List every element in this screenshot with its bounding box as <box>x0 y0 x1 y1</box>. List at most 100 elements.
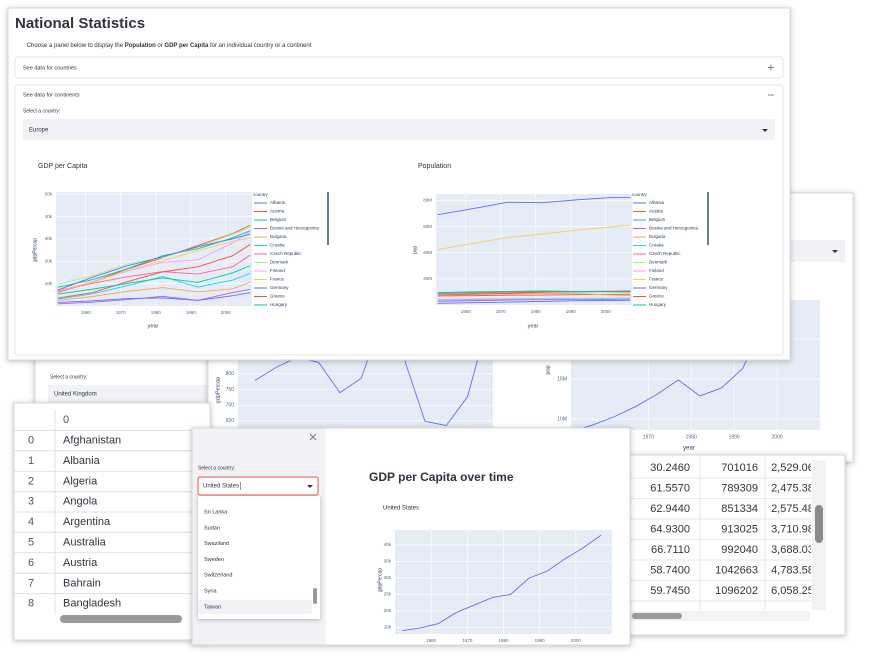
cell: 1042663 <box>715 564 758 576</box>
select-value[interactable]: United States <box>203 484 239 490</box>
y-tick-label: 700 <box>226 403 235 409</box>
expander-label[interactable]: See data for countries <box>23 65 77 71</box>
option[interactable]: Taiwan <box>204 604 221 610</box>
legend-label[interactable]: Denmark <box>270 260 289 265</box>
legend-label[interactable]: Belgium <box>270 217 287 222</box>
subtitle-text: Choose a panel below to display the <box>27 43 125 49</box>
row-index: 7 <box>28 577 34 589</box>
x-tick-label: 1980 <box>686 434 697 440</box>
legend-label[interactable]: Czech Republic <box>270 251 302 256</box>
data-line <box>437 297 631 301</box>
legend-label[interactable]: Finland <box>649 268 664 273</box>
chart-title: GDP per Capita <box>38 163 87 170</box>
select-label: Select a country: <box>198 465 235 471</box>
subtitle-text: or <box>156 43 165 49</box>
scrollbar[interactable] <box>632 613 682 619</box>
y-tick-label: 50k <box>45 191 53 196</box>
legend-label[interactable]: Croatia <box>649 243 664 248</box>
dropdown-arrow[interactable] <box>832 250 838 253</box>
scrollbar[interactable] <box>815 505 823 543</box>
option[interactable]: Sweden <box>204 557 224 563</box>
expander[interactable] <box>14 56 784 79</box>
legend-label[interactable]: Czech Republic <box>649 251 681 256</box>
legend-label[interactable]: Greece <box>270 294 285 299</box>
option[interactable]: Swaziland <box>204 541 229 547</box>
cell: 6,058.253 <box>771 585 820 597</box>
y-axis-label: gdpPercap <box>215 377 221 404</box>
data-line <box>437 224 631 250</box>
data-line <box>57 226 251 285</box>
cell: 66.7110 <box>651 544 690 556</box>
expander-label[interactable]: See data for continents <box>23 92 80 98</box>
data-line <box>437 298 631 301</box>
data-line <box>57 265 251 295</box>
y-tick-label: 750 <box>226 387 235 393</box>
select-value[interactable]: Europe <box>29 128 49 134</box>
legend-label[interactable]: Bosnia and Herzegovina <box>270 226 320 231</box>
legend-label[interactable]: Denmark <box>649 260 668 265</box>
legend-label[interactable]: Austria <box>649 209 664 214</box>
y-tick-label: 60M <box>423 224 432 229</box>
select-box[interactable] <box>197 476 319 496</box>
chart: 20M 40M 60M 80M 1960 1970 1980 1990 2000 pop year c… <box>412 192 698 329</box>
legend-scrollbar[interactable] <box>707 192 709 245</box>
close-button[interactable] <box>309 433 317 441</box>
legend-label[interactable]: Austria <box>270 209 285 214</box>
chart-title: Population <box>418 163 451 170</box>
legend-label[interactable]: Hungary <box>649 302 667 307</box>
legend-label[interactable]: Albania <box>649 200 665 205</box>
table-window: 0 0 Afghanistan 1 Albania 2 Algeria 3 Angola 4 Arg… <box>13 402 211 641</box>
row-index: 1 <box>28 455 34 467</box>
legend-label[interactable]: Germany <box>270 285 289 290</box>
legend-label[interactable]: Bosnia and Herzegovina <box>649 226 699 231</box>
row-index: 2 <box>28 475 34 487</box>
expand-icon[interactable] <box>768 64 774 71</box>
dropdown-arrow[interactable] <box>762 129 768 132</box>
scrollbar[interactable] <box>60 615 182 623</box>
legend-label[interactable]: Bulgaria <box>649 234 666 239</box>
option[interactable]: Sri Lanka <box>204 509 228 515</box>
x-tick-label: 1990 <box>535 638 546 643</box>
legend-label[interactable]: France <box>649 277 664 282</box>
select-value[interactable]: United Kingdom <box>54 392 97 398</box>
select-box[interactable] <box>48 385 208 402</box>
x-tick-label: 1970 <box>462 638 473 643</box>
legend-label[interactable]: Albania <box>270 200 286 205</box>
y-tick-label: 35k <box>384 559 392 564</box>
legend-label[interactable]: Hungary <box>270 302 288 307</box>
x-tick-label: 1980 <box>531 309 542 314</box>
y-axis-label: pop <box>412 246 418 255</box>
legend-label[interactable]: Bulgaria <box>270 234 287 239</box>
option[interactable]: Switzerland <box>204 573 232 579</box>
y-tick-label: 40k <box>384 542 392 547</box>
cell: Australia <box>63 537 107 549</box>
data-line <box>57 233 251 291</box>
option[interactable]: Syria <box>204 588 217 594</box>
dropdown-arrow[interactable] <box>307 485 313 488</box>
cell: 61.5570 <box>650 482 690 494</box>
table: 30.2460 701016 2,529.067 61.5570 789309 2,475… <box>620 455 820 610</box>
window-frame <box>13 402 211 641</box>
y-tick-label: 20k <box>45 258 53 263</box>
cell: Austria <box>63 557 98 569</box>
option[interactable]: Sudan <box>204 525 220 531</box>
scrollbar[interactable] <box>313 588 317 604</box>
data-line <box>57 237 251 291</box>
data-line <box>402 534 602 632</box>
legend-label[interactable]: France <box>270 277 285 282</box>
cell: 3,710.983 <box>771 523 820 535</box>
legend-scrollbar[interactable] <box>327 192 329 245</box>
data-line <box>57 244 251 299</box>
legend-label[interactable]: Germany <box>649 285 668 290</box>
legend-label[interactable]: Croatia <box>270 243 285 248</box>
y-tick-label: 10M <box>557 416 567 422</box>
legend-label[interactable]: Greece <box>649 294 664 299</box>
y-tick-label: 40k <box>45 214 53 219</box>
legend-label[interactable]: Belgium <box>649 217 666 222</box>
option-highlight <box>198 599 312 614</box>
cell: 30.2460 <box>650 462 690 474</box>
select-box[interactable] <box>23 119 775 140</box>
legend-label[interactable]: Finland <box>270 268 285 273</box>
cell: 3,688.037 <box>771 544 820 556</box>
